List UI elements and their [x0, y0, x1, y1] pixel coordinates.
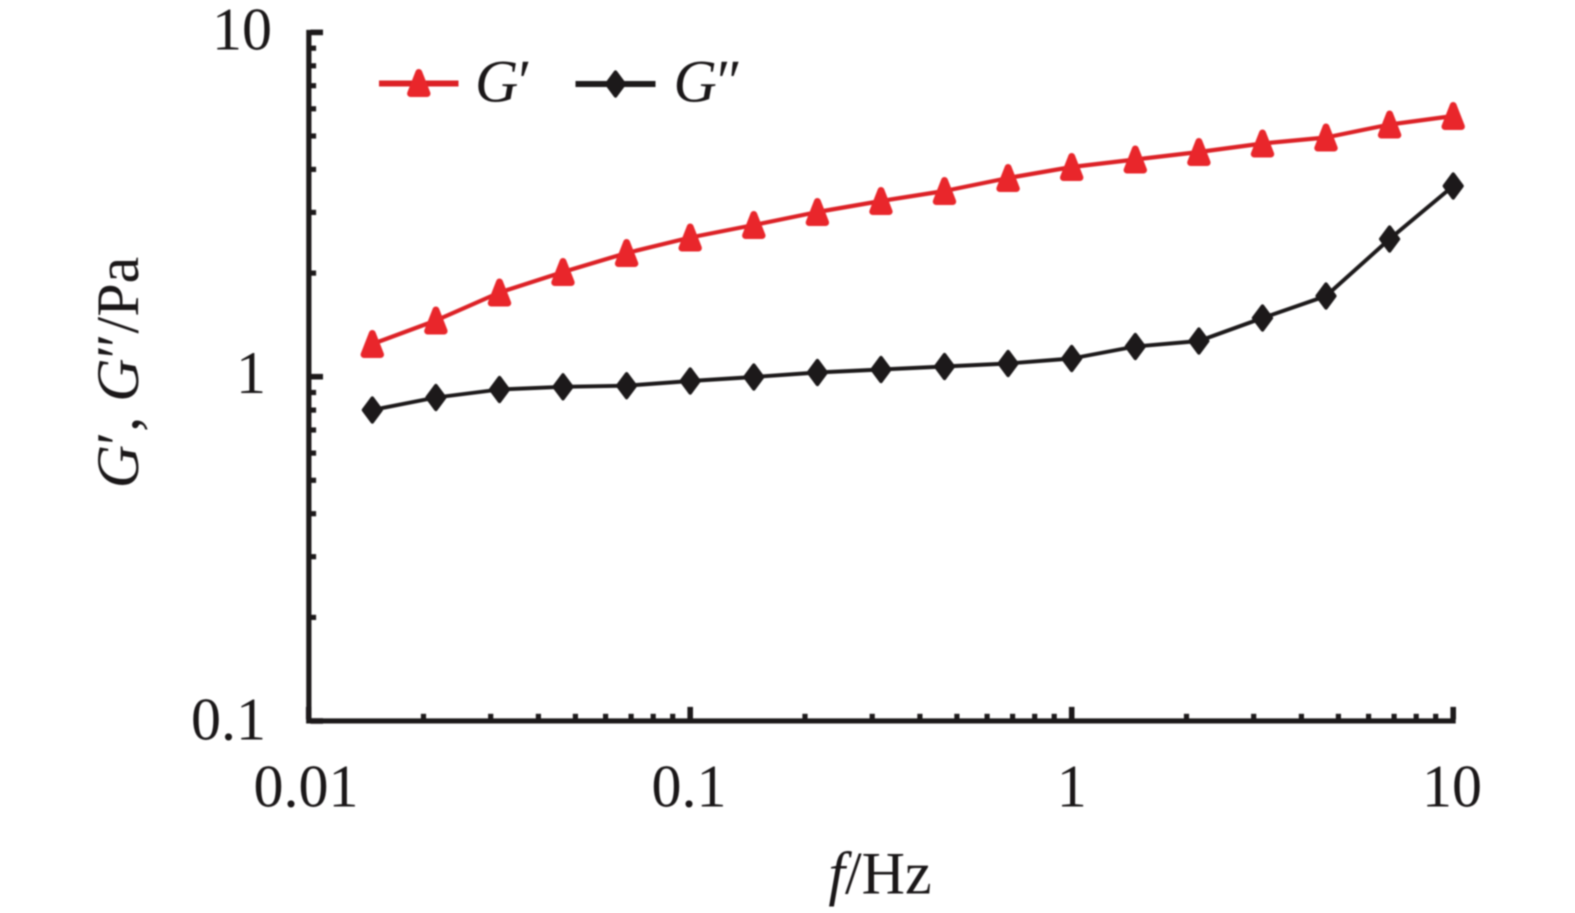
svg-text:10: 10: [212, 0, 272, 63]
svg-text:G″: G″: [674, 48, 742, 114]
svg-text:1: 1: [1057, 754, 1087, 820]
svg-text:0.1: 0.1: [652, 754, 727, 820]
svg-text:10: 10: [1422, 754, 1482, 820]
svg-text:1: 1: [236, 340, 266, 406]
svg-text:f/Hz: f/Hz: [828, 841, 931, 907]
svg-text:0.1: 0.1: [191, 686, 266, 752]
svg-text:G′, G″/Pa: G′, G″/Pa: [85, 257, 151, 488]
svg-text:0.01: 0.01: [254, 754, 359, 820]
svg-text:G′: G′: [475, 48, 531, 114]
